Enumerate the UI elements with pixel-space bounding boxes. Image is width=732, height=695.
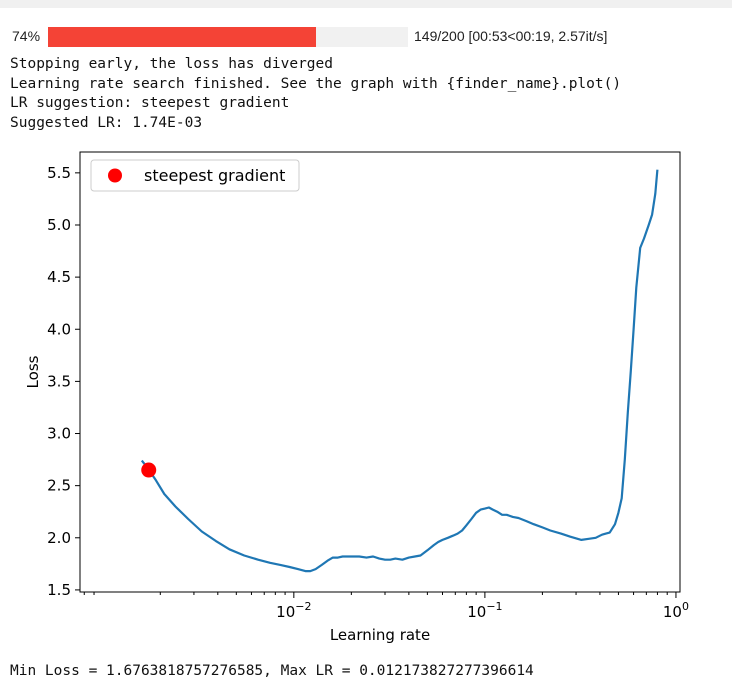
y-tick-label: 5.0: [47, 216, 71, 234]
y-tick-label: 1.5: [47, 581, 71, 599]
x-tick-label: 10−1: [467, 600, 502, 621]
y-tick-label: 2.0: [47, 529, 71, 547]
y-tick-label: 2.5: [47, 477, 71, 495]
x-axis-label: Learning rate: [330, 626, 430, 644]
loss-line: [140, 169, 659, 573]
progress-bar: [48, 27, 408, 47]
log-line: Suggested LR: 1.74E-03: [10, 114, 203, 131]
legend-box: [90, 159, 300, 192]
y-tick-label: 4.5: [47, 268, 71, 286]
lr-finder-chart: 1.52.02.53.03.54.04.55.05.5 10−2 10−1 100 …: [24, 151, 689, 644]
x-tick-label: 100: [663, 600, 689, 621]
log-line: Learning rate search finished. See the g…: [10, 75, 622, 92]
output-log: Stopping early, the loss has diverged Le…: [10, 55, 621, 133]
suggested-lr-point: [141, 462, 157, 478]
y-tick-label: 4.0: [47, 320, 71, 338]
y-axis-label: Loss: [24, 355, 42, 388]
progress-row: 74% 149/200 [00:53<00:19, 2.57it/s]: [12, 27, 712, 47]
progress-status: 149/200 [00:53<00:19, 2.57it/s]: [414, 28, 608, 44]
legend: steepest gradient: [90, 159, 300, 192]
x-axis: 10−2 10−1 100: [83, 592, 689, 621]
y-tick-label: 5.5: [47, 164, 71, 182]
legend-marker: [108, 168, 122, 183]
plot-frame: [79, 151, 681, 593]
cell-top-band: [0, 0, 732, 8]
log-line: LR suggestion: steepest gradient: [10, 95, 290, 111]
y-tick-label: 3.5: [47, 372, 71, 390]
progress-percent: 74%: [12, 28, 41, 44]
log-line: Stopping early, the loss has diverged: [10, 56, 334, 72]
legend-label: steepest gradient: [144, 166, 285, 185]
y-tick-label: 3.0: [47, 425, 71, 443]
x-tick-label: 10−2: [276, 600, 311, 621]
y-axis: 1.5 2.0 2.5 3.0 3.5 4.0 4.5 5.0 5.5: [47, 164, 80, 599]
plot-area: [140, 169, 659, 573]
progress-bar-fill: [48, 27, 317, 47]
footer-summary: Min Loss = 1.6763818757276585, Max LR = …: [10, 663, 534, 679]
